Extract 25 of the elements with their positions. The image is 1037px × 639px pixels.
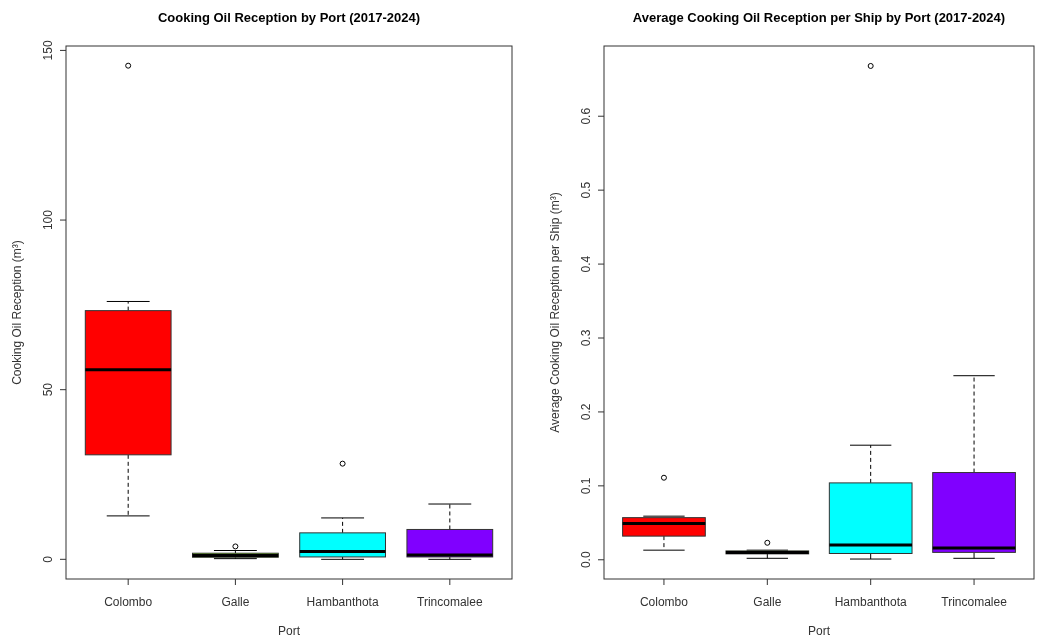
x-axis-title: Port	[277, 624, 301, 638]
y-tick-label: 150	[41, 40, 55, 61]
x-tick-label: Trincomalee	[417, 595, 483, 609]
y-tick-label: 0.2	[579, 403, 593, 421]
y-axis-title: Cooking Oil Reception (m³)	[10, 240, 24, 385]
y-tick-label: 50	[41, 382, 55, 397]
y-tick-label: 100	[41, 209, 55, 231]
chart-title: Cooking Oil Reception by Port (2017-2024)	[157, 10, 421, 25]
y-axis-title: Average Cooking Oil Reception per Ship (m³)	[548, 192, 562, 433]
x-tick-label: Trincomalee	[941, 595, 1008, 609]
y-tick-label: 0.1	[579, 477, 593, 495]
y-tick-label: 0.5	[579, 181, 593, 199]
x-tick-label: Colombo	[104, 595, 153, 609]
y-tick-label: 0.3	[579, 329, 593, 347]
x-tick-label: Galle	[221, 595, 250, 609]
x-tick-label: Galle	[753, 595, 782, 609]
y-tick-label: 0.6	[579, 107, 593, 125]
y-tick-label: 0.0	[579, 551, 593, 569]
chart-title: Average Cooking Oil Reception per Ship by Port (2017-2024)	[632, 10, 1006, 25]
x-axis-title: Port	[807, 624, 831, 638]
y-tick-label: 0	[41, 555, 55, 563]
x-tick-label: Colombo	[639, 595, 689, 609]
x-tick-label: Hambanthota	[306, 595, 379, 609]
y-tick-label: 0.4	[579, 255, 593, 273]
x-tick-label: Hambanthota	[834, 595, 908, 609]
